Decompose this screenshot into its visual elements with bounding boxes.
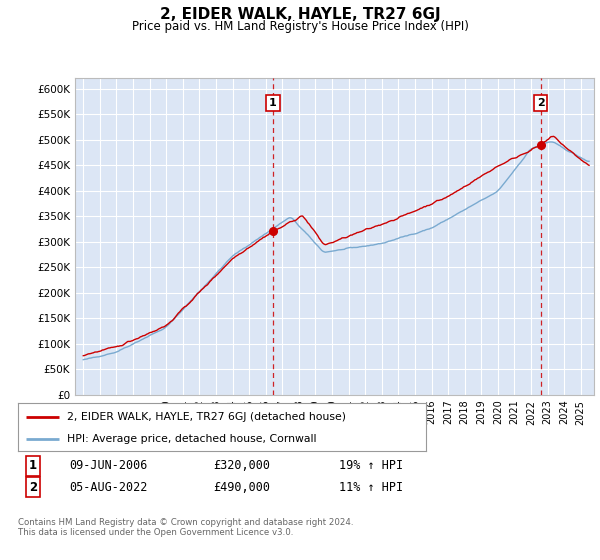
Text: £320,000: £320,000 [213,459,270,473]
Text: 1: 1 [29,459,37,473]
Text: £490,000: £490,000 [213,480,270,494]
Text: 05-AUG-2022: 05-AUG-2022 [69,480,148,494]
Text: 19% ↑ HPI: 19% ↑ HPI [339,459,403,473]
Text: 11% ↑ HPI: 11% ↑ HPI [339,480,403,494]
Text: 09-JUN-2006: 09-JUN-2006 [69,459,148,473]
Text: 2: 2 [29,480,37,494]
Text: 1: 1 [269,98,277,108]
Text: Contains HM Land Registry data © Crown copyright and database right 2024.
This d: Contains HM Land Registry data © Crown c… [18,518,353,538]
Text: HPI: Average price, detached house, Cornwall: HPI: Average price, detached house, Corn… [67,434,316,444]
Text: 2, EIDER WALK, HAYLE, TR27 6GJ: 2, EIDER WALK, HAYLE, TR27 6GJ [160,7,440,22]
Text: 2: 2 [537,98,545,108]
Text: 2, EIDER WALK, HAYLE, TR27 6GJ (detached house): 2, EIDER WALK, HAYLE, TR27 6GJ (detached… [67,412,346,422]
Text: Price paid vs. HM Land Registry's House Price Index (HPI): Price paid vs. HM Land Registry's House … [131,20,469,32]
